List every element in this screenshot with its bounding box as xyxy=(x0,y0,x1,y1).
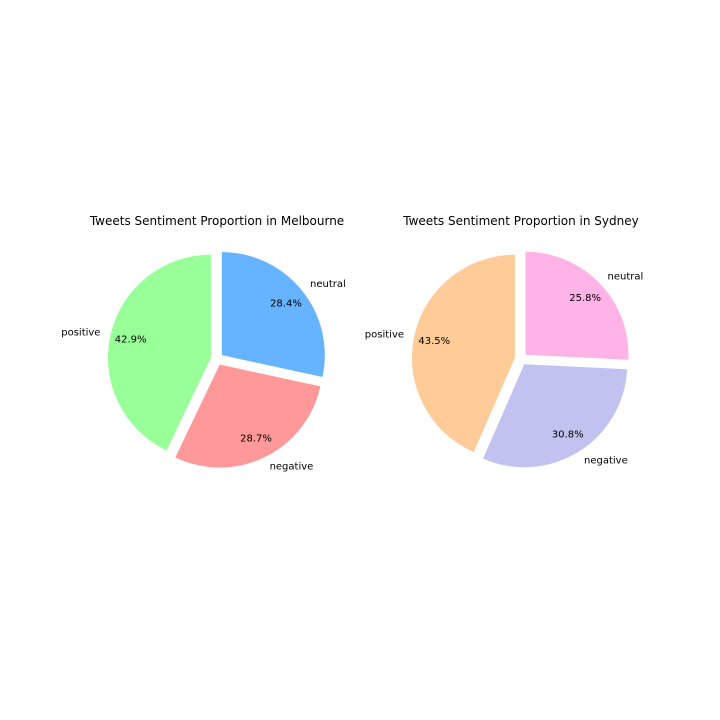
sydney-chart-title: Tweets Sentiment Proportion in Sydney xyxy=(402,214,638,228)
melbourne-slice-positive xyxy=(107,254,211,451)
melbourne-slice-negative xyxy=(175,364,321,468)
melbourne-labels: positive 42.9% negative 28.7% neutral 28.4% xyxy=(61,279,346,472)
sydney-slice-negative xyxy=(483,364,628,468)
sydney-labels: positive 43.5% negative 30.8% neutral 25.8% xyxy=(365,272,643,467)
melbourne-label-positive: positive xyxy=(61,328,100,339)
melbourne-label-neutral: neutral xyxy=(310,279,346,290)
melbourne-pct-positive: 42.9% xyxy=(115,334,147,345)
sydney-pct-negative: 30.8% xyxy=(552,429,584,440)
sydney-pct-positive: 43.5% xyxy=(418,336,450,347)
sydney-slices xyxy=(411,251,629,468)
sydney-label-positive: positive xyxy=(365,330,404,341)
melbourne-label-negative: negative xyxy=(270,461,314,472)
melbourne-slice-neutral xyxy=(221,252,325,377)
sydney-slice-positive xyxy=(411,254,515,453)
melbourne-slices xyxy=(107,252,325,468)
sydney-pie-chart: Tweets Sentiment Proportion in Sydney po… xyxy=(365,214,643,468)
sydney-slice-neutral xyxy=(525,251,629,360)
melbourne-chart-title: Tweets Sentiment Proportion in Melbourne xyxy=(89,214,344,228)
sydney-pct-neutral: 25.8% xyxy=(569,293,601,304)
melbourne-pie-chart: Tweets Sentiment Proportion in Melbourne… xyxy=(61,214,346,472)
melbourne-pct-negative: 28.7% xyxy=(240,434,272,445)
sydney-label-neutral: neutral xyxy=(608,272,644,283)
melbourne-pct-neutral: 28.4% xyxy=(270,298,302,309)
sydney-label-negative: negative xyxy=(584,456,628,467)
